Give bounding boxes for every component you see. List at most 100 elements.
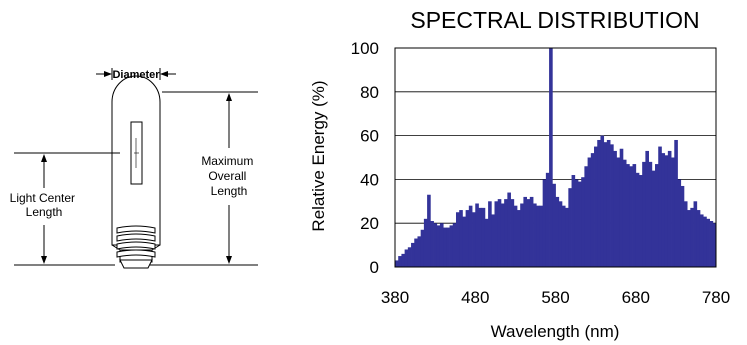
y-tick-labels: 0 20 40 60 80 100 <box>351 39 379 277</box>
spectrum-bar <box>671 157 675 267</box>
spectrum-bar <box>427 194 431 267</box>
spectrum-bar <box>455 212 460 267</box>
spectrum-bar <box>513 205 518 267</box>
max-length-arrow-up-icon <box>226 93 232 101</box>
spectrum-bar <box>687 210 691 267</box>
spectrum-bar <box>446 227 450 267</box>
spectrum-bar <box>484 218 489 267</box>
spectrum-bar <box>462 216 467 267</box>
diameter-label: Diameter <box>112 69 160 81</box>
spectrum-bar <box>712 223 717 267</box>
spectrum-bar <box>651 170 656 267</box>
spectrum-bar <box>690 207 694 267</box>
bar-series <box>395 48 717 267</box>
spectrum-bar <box>468 205 473 267</box>
spectrum-bar <box>526 199 531 267</box>
spectrum-bar <box>529 196 534 267</box>
spectrum-bar <box>545 172 550 267</box>
spectrum-bar <box>443 227 447 267</box>
spectrum-bar <box>648 161 653 267</box>
spectrum-bar <box>635 172 640 267</box>
spectrum-bar <box>655 164 659 267</box>
spectrum-bar <box>417 236 422 267</box>
x-tick-label: 780 <box>702 288 730 307</box>
spectrum-bar <box>404 249 409 267</box>
spectrum-bar <box>395 260 399 267</box>
spectrum-bar <box>577 181 582 267</box>
spectrum-bar <box>600 135 605 267</box>
spectrum-bar <box>571 175 576 267</box>
y-tick-label: 60 <box>360 127 379 146</box>
spectrum-bar <box>696 210 701 267</box>
spectrum-bar <box>693 201 698 267</box>
diameter-arrow-left-icon <box>104 71 112 77</box>
x-tick-label: 680 <box>622 288 650 307</box>
lcl-arrow-down-icon <box>41 256 47 264</box>
chart-title: SPECTRAL DISTRIBUTION <box>410 7 699 33</box>
spectrum-bar <box>439 223 444 267</box>
spectrum-bar <box>613 150 617 267</box>
spectrum-bar <box>549 48 553 267</box>
spectrum-bar <box>590 153 595 267</box>
spectrum-bar <box>414 238 418 267</box>
spectrum-bar <box>597 139 601 267</box>
spectrum-bar <box>478 207 483 267</box>
spectrum-bar <box>542 179 547 267</box>
spectrum-bar <box>449 225 454 267</box>
spectrum-bar <box>420 229 425 267</box>
spectrum-bar <box>423 218 428 267</box>
lcl-arrow-up-icon <box>41 154 47 162</box>
spectrum-bar <box>565 207 569 267</box>
spectrum-bar <box>407 247 412 267</box>
spectrum-bar <box>661 153 666 267</box>
spectrum-bar <box>638 175 643 267</box>
spectrum-bar <box>626 164 630 267</box>
y-axis-label: Relative Energy (%) <box>309 80 328 231</box>
spectrum-bar <box>561 205 566 267</box>
spectrum-bar <box>629 166 633 267</box>
spectrum-bar <box>706 218 710 267</box>
spectrum-bar <box>536 205 540 267</box>
spectrum-bar <box>555 196 560 267</box>
spectrum-bar <box>465 210 470 267</box>
max-length-dimension <box>150 91 258 266</box>
y-tick-label: 20 <box>360 214 379 233</box>
spectrum-bar <box>622 159 627 267</box>
lcl-label: Light Center Length <box>10 191 79 219</box>
spectrum-bar <box>398 256 402 267</box>
spectrum-bar <box>558 201 563 267</box>
spectrum-bar <box>491 214 495 267</box>
spectrum-bar <box>481 207 486 267</box>
spectrum-bar <box>433 223 438 267</box>
max-length-arrow-down-icon <box>226 256 232 264</box>
spectrum-bar <box>683 201 688 267</box>
spectrum-bar <box>488 201 492 267</box>
spectrum-bar <box>699 214 704 267</box>
spectrum-bar <box>497 199 502 267</box>
y-tick-label: 40 <box>360 170 379 189</box>
bulb-outline-icon <box>111 75 161 246</box>
spectrum-bar <box>459 210 463 267</box>
spectrum-bar <box>516 210 521 267</box>
spectrum-bar <box>520 203 524 267</box>
spectrum-bar <box>552 183 556 267</box>
spectrum-bar <box>581 177 585 267</box>
spectrum-bar <box>664 155 669 267</box>
spectrum-bar <box>616 157 621 267</box>
spectrum-bar <box>430 221 434 267</box>
spectrum-bar <box>401 253 406 267</box>
diameter-arrow-right-icon <box>160 71 168 77</box>
max-length-label: Maximum Overall Length <box>201 154 256 198</box>
spectrum-bar <box>574 179 579 267</box>
spectrum-bar <box>587 157 592 267</box>
x-tick-labels: 380 480 580 680 780 <box>381 288 730 307</box>
spectrum-bar <box>610 144 614 267</box>
spectrum-bar <box>507 192 511 267</box>
x-axis-label: Wavelength (nm) <box>491 322 620 341</box>
spectrum-bar <box>658 146 662 267</box>
y-tick-label: 80 <box>360 83 379 102</box>
spectrum-bar <box>703 216 707 267</box>
spectrum-bar <box>494 201 499 267</box>
spectrum-bar <box>619 148 624 267</box>
